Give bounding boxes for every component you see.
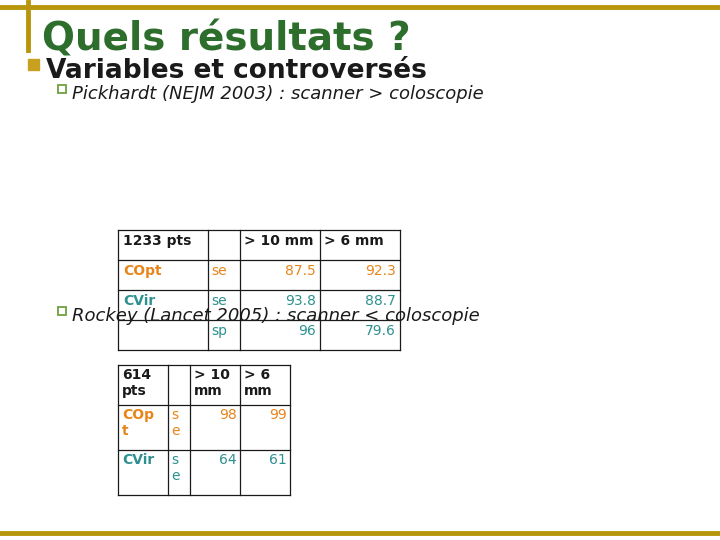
Text: 88.7: 88.7 xyxy=(365,294,396,308)
Text: COp
t: COp t xyxy=(122,408,154,438)
Text: s
e: s e xyxy=(171,408,179,438)
Text: COpt: COpt xyxy=(123,264,161,278)
Text: Quels résultats ?: Quels résultats ? xyxy=(42,20,410,58)
Text: > 6
mm: > 6 mm xyxy=(244,368,273,398)
Text: 61: 61 xyxy=(269,453,287,467)
Bar xyxy=(28,59,39,70)
Text: 98: 98 xyxy=(220,408,237,422)
Text: 92.3: 92.3 xyxy=(365,264,396,278)
Text: > 6 mm: > 6 mm xyxy=(324,234,384,248)
Text: 79.6: 79.6 xyxy=(365,324,396,338)
Text: 99: 99 xyxy=(269,408,287,422)
Bar xyxy=(58,307,66,315)
Text: 96: 96 xyxy=(298,324,316,338)
Text: sp: sp xyxy=(211,324,227,338)
Text: Rockey (Lancet 2005) : scanner < coloscopie: Rockey (Lancet 2005) : scanner < colosco… xyxy=(72,307,480,325)
Text: 64: 64 xyxy=(220,453,237,467)
Text: > 10 mm: > 10 mm xyxy=(244,234,313,248)
Text: se: se xyxy=(211,294,227,308)
Text: se: se xyxy=(211,264,227,278)
Text: CVir: CVir xyxy=(123,294,156,308)
Text: 87.5: 87.5 xyxy=(285,264,316,278)
Text: 93.8: 93.8 xyxy=(285,294,316,308)
Text: > 10
mm: > 10 mm xyxy=(194,368,230,398)
Text: Pickhardt (NEJM 2003) : scanner > coloscopie: Pickhardt (NEJM 2003) : scanner > colosc… xyxy=(72,85,484,103)
Text: Variables et controversés: Variables et controversés xyxy=(46,58,427,84)
Text: CVir: CVir xyxy=(122,453,154,467)
Text: 614
pts: 614 pts xyxy=(122,368,151,398)
Text: 1233 pts: 1233 pts xyxy=(123,234,192,248)
Text: s
e: s e xyxy=(171,453,179,483)
Bar xyxy=(58,85,66,93)
